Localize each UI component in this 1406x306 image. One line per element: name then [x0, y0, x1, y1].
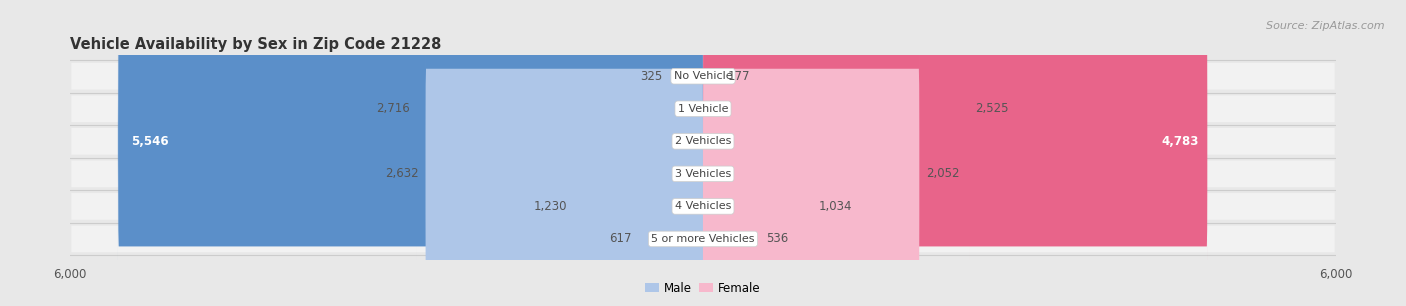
FancyBboxPatch shape	[703, 19, 920, 306]
FancyBboxPatch shape	[72, 161, 1334, 187]
FancyBboxPatch shape	[638, 84, 703, 306]
FancyBboxPatch shape	[574, 51, 703, 306]
Text: 2,716: 2,716	[377, 102, 411, 115]
Text: 4 Vehicles: 4 Vehicles	[675, 201, 731, 211]
Text: 4,783: 4,783	[1161, 135, 1199, 148]
Text: 2,525: 2,525	[976, 102, 1010, 115]
Text: 3 Vehicles: 3 Vehicles	[675, 169, 731, 179]
Text: 2,632: 2,632	[385, 167, 419, 180]
Text: Source: ZipAtlas.com: Source: ZipAtlas.com	[1267, 21, 1385, 32]
Text: 1,230: 1,230	[533, 200, 567, 213]
FancyBboxPatch shape	[72, 95, 1334, 122]
Text: No Vehicle: No Vehicle	[673, 71, 733, 81]
FancyBboxPatch shape	[703, 0, 1208, 297]
Text: 2,052: 2,052	[925, 167, 959, 180]
FancyBboxPatch shape	[72, 128, 1334, 155]
FancyBboxPatch shape	[703, 51, 813, 306]
Legend: Male, Female: Male, Female	[641, 277, 765, 299]
Text: 5 or more Vehicles: 5 or more Vehicles	[651, 234, 755, 244]
Text: 1,034: 1,034	[818, 200, 852, 213]
Text: Vehicle Availability by Sex in Zip Code 21228: Vehicle Availability by Sex in Zip Code …	[70, 37, 441, 52]
Text: 1 Vehicle: 1 Vehicle	[678, 104, 728, 114]
Text: 325: 325	[640, 70, 662, 83]
FancyBboxPatch shape	[72, 193, 1334, 220]
FancyBboxPatch shape	[72, 63, 1334, 90]
FancyBboxPatch shape	[425, 19, 703, 306]
FancyBboxPatch shape	[703, 0, 723, 231]
Text: 536: 536	[766, 233, 789, 245]
Text: 5,546: 5,546	[131, 135, 169, 148]
Text: 617: 617	[609, 233, 631, 245]
FancyBboxPatch shape	[416, 0, 703, 264]
FancyBboxPatch shape	[72, 226, 1334, 252]
FancyBboxPatch shape	[703, 0, 970, 264]
Text: 2 Vehicles: 2 Vehicles	[675, 136, 731, 146]
FancyBboxPatch shape	[118, 0, 703, 297]
FancyBboxPatch shape	[668, 0, 703, 231]
Text: 177: 177	[728, 70, 751, 83]
FancyBboxPatch shape	[703, 84, 759, 306]
